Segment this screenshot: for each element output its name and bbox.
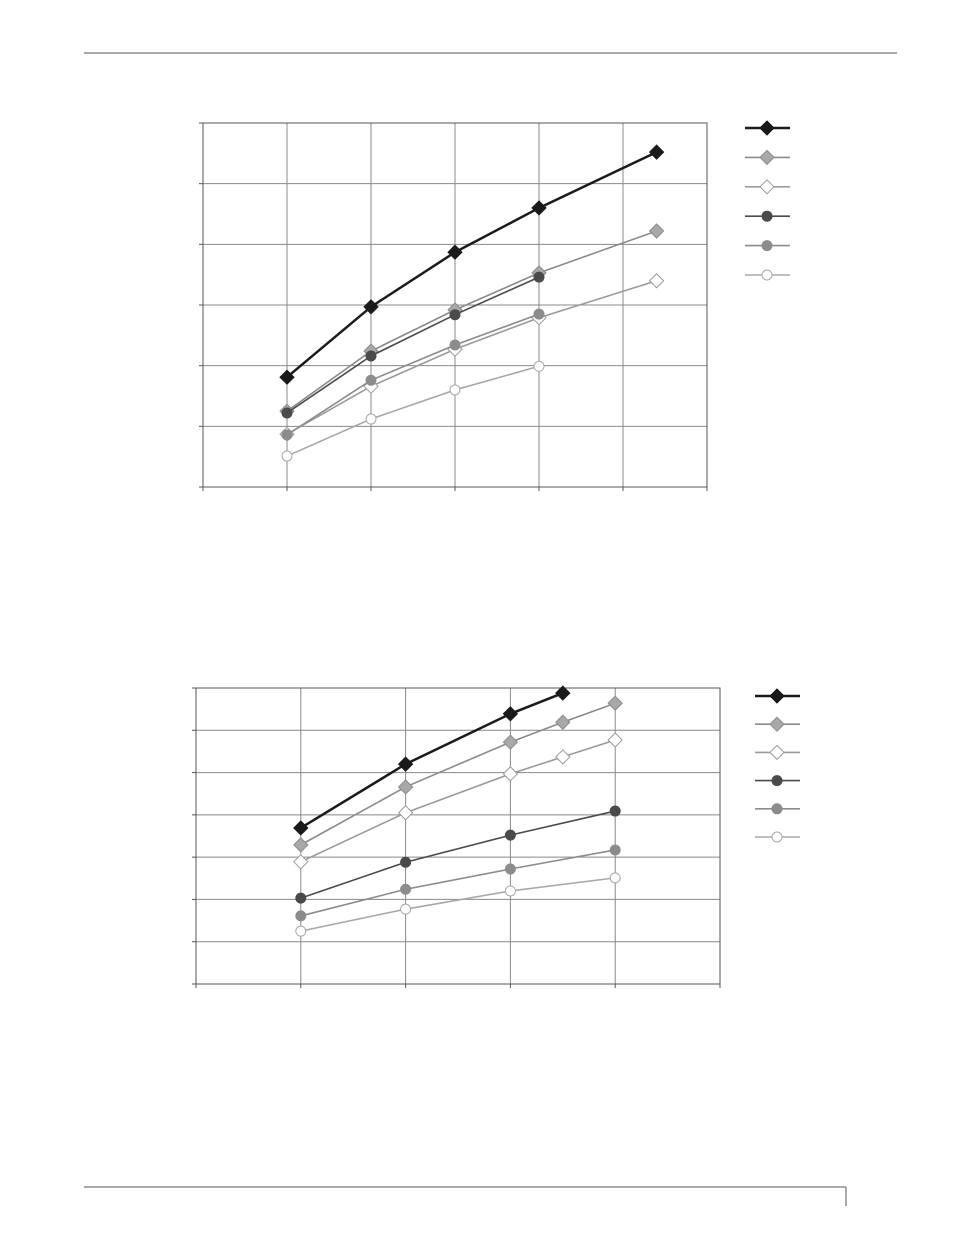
- marker: [504, 863, 516, 875]
- plot-frame: [202, 122, 708, 488]
- legend-swatch-marker: [759, 149, 775, 166]
- marker: [295, 925, 307, 937]
- series-line: [286, 276, 540, 414]
- legend-swatch-marker: [761, 240, 773, 252]
- marker: [281, 407, 293, 419]
- marker: [609, 805, 621, 817]
- series-line: [300, 691, 564, 830]
- series-line: [286, 313, 540, 436]
- legend-swatch-marker: [769, 688, 785, 704]
- marker: [363, 299, 379, 315]
- marker: [533, 308, 545, 320]
- marker: [365, 374, 377, 386]
- series-line: [286, 365, 540, 457]
- series-line: [300, 810, 616, 899]
- marker: [397, 756, 414, 772]
- marker: [279, 369, 295, 385]
- marker: [648, 273, 665, 289]
- series-line: [300, 877, 616, 932]
- series-line: [286, 230, 657, 412]
- marker: [449, 339, 461, 351]
- series-line: [300, 849, 616, 917]
- marker: [607, 695, 623, 711]
- marker: [648, 144, 665, 160]
- marker: [555, 749, 571, 765]
- marker: [397, 779, 414, 795]
- marker: [449, 384, 461, 396]
- marker: [504, 829, 516, 841]
- marker: [400, 903, 412, 915]
- marker: [607, 732, 623, 748]
- marker: [295, 910, 307, 922]
- legend-swatch-marker: [771, 803, 783, 815]
- marker: [555, 714, 571, 730]
- legend-swatch-marker: [761, 210, 773, 222]
- marker: [531, 200, 547, 216]
- marker: [648, 223, 665, 239]
- legend-swatch-marker: [759, 120, 775, 136]
- marker: [293, 837, 309, 853]
- series-line: [286, 279, 657, 435]
- legend-swatch-marker: [769, 744, 785, 761]
- marker: [281, 429, 293, 441]
- marker: [397, 805, 414, 821]
- marker: [609, 844, 621, 856]
- marker: [295, 892, 307, 904]
- legend-swatch-marker: [771, 831, 783, 843]
- marker: [447, 244, 463, 260]
- marker: [502, 766, 519, 782]
- marker: [400, 856, 412, 868]
- marker: [502, 706, 519, 722]
- marker: [293, 854, 309, 870]
- legend-swatch-marker: [759, 179, 775, 195]
- marker: [293, 820, 309, 836]
- marker: [365, 350, 377, 362]
- marker: [533, 271, 545, 283]
- marker: [449, 309, 461, 321]
- marker: [609, 872, 621, 884]
- legend-swatch-marker: [771, 775, 783, 787]
- marker: [502, 734, 519, 750]
- marker: [555, 685, 571, 701]
- legend-swatch-marker: [769, 716, 785, 732]
- marker: [400, 883, 412, 895]
- marker: [281, 450, 293, 462]
- legend-swatch-marker: [761, 269, 773, 281]
- plot-frame: [195, 687, 721, 985]
- chart: [199, 120, 790, 491]
- marker: [365, 413, 377, 425]
- marker: [504, 885, 516, 897]
- chart: [192, 685, 800, 988]
- marker: [533, 360, 545, 372]
